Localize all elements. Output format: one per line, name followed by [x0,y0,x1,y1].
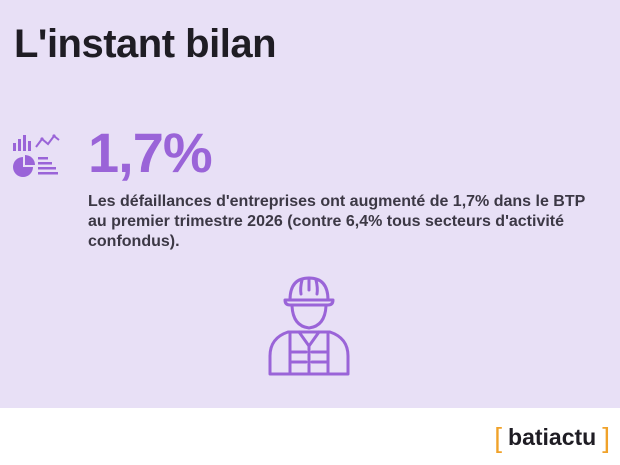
logo-bracket-open: [ [494,421,503,453]
infographic-panel: L'instant bilan 1,7% Les défaillances d'… [0,0,620,408]
construction-worker-icon [268,276,350,376]
brand-name: batiactu [508,424,597,450]
stat-value: 1,7% [88,121,213,184]
logo-bracket-close: ] [602,421,610,453]
chart-stats-icon [13,134,60,177]
footer: [ batiactu ] [0,408,620,465]
stat-description: Les défaillances d'entreprises ont augme… [88,193,586,250]
page-title: L'instant bilan [14,22,277,66]
brand-logo: [ batiactu ] [494,421,610,453]
